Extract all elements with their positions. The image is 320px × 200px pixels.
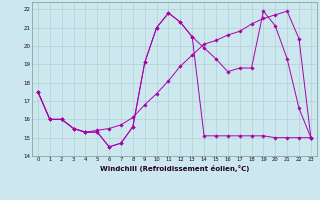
X-axis label: Windchill (Refroidissement éolien,°C): Windchill (Refroidissement éolien,°C) xyxy=(100,165,249,172)
